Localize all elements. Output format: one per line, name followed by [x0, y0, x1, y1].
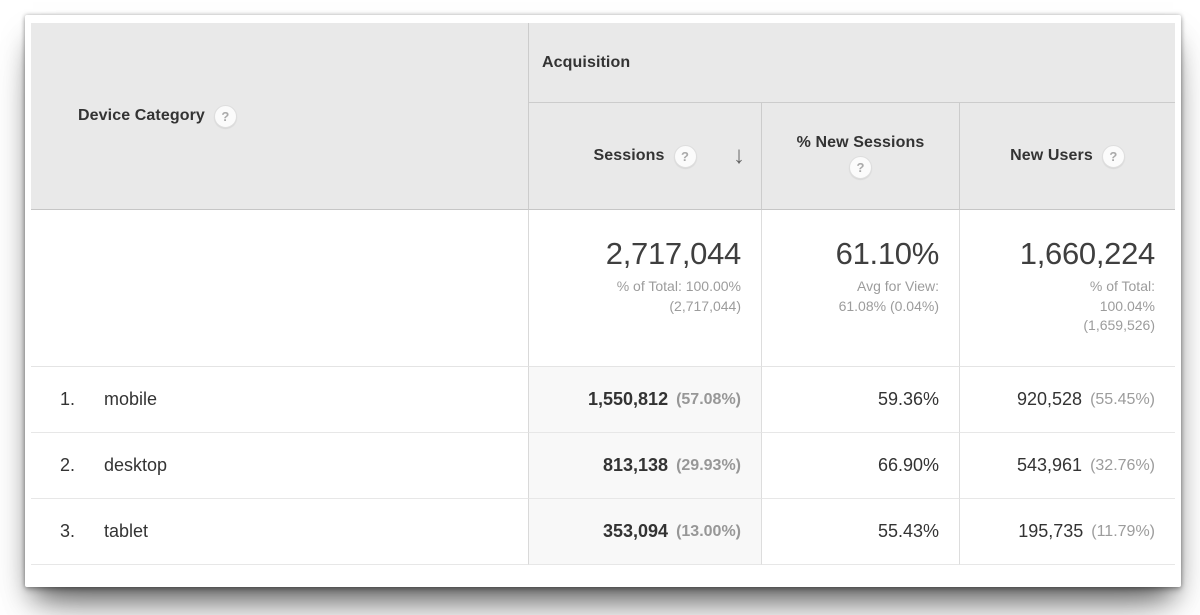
group-header-acquisition: Acquisition — [529, 23, 1175, 103]
sessions-total-subtext: (2,717,044) — [669, 297, 741, 314]
sessions-share: (29.93%) — [676, 456, 741, 474]
new-sessions-total-value: 61.10% — [835, 236, 940, 271]
new-users-header-label[interactable]: New Users — [1010, 147, 1093, 164]
sessions-total-value: 2,717,044 — [605, 236, 742, 271]
column-header-device-category[interactable]: Device Category ? — [31, 23, 529, 210]
new-users-total-subtext: % of Total: — [1089, 278, 1155, 294]
table-row-new-users-cell: 195,735 (11.79%) — [960, 499, 1175, 565]
totals-new-sessions: 61.10% Avg for View: 61.08% (0.04%) — [762, 210, 960, 367]
totals-sessions: 2,717,044 % of Total: 100.00% (2,717,044… — [529, 210, 762, 367]
sessions-total-subtext: % of Total: 100.00% — [616, 278, 741, 294]
totals-row-spacer — [31, 210, 529, 367]
sort-descending-arrow-icon[interactable]: ↓ — [733, 142, 745, 169]
new-users-value: 920,528 — [1017, 389, 1083, 409]
table-row-new-sessions-cell: 66.90% — [762, 433, 960, 499]
sessions-value: 353,094 — [603, 521, 669, 541]
new-sessions-total-subtext: 61.08% (0.04%) — [838, 297, 939, 314]
totals-new-users: 1,660,224 % of Total: 100.04% (1,659,526… — [960, 210, 1175, 367]
device-category-table: Device Category ? Acquisition Sessions ?… — [31, 23, 1175, 565]
table-row-sessions-cell: 813,138 (29.93%) — [529, 433, 762, 499]
row-rank: 1. — [60, 389, 76, 409]
table-row-device-cell: 1. mobile — [31, 367, 529, 433]
column-header-sessions[interactable]: Sessions ? ↓ — [529, 103, 762, 210]
help-icon[interactable]: ? — [1101, 144, 1125, 168]
new-sessions-header-label[interactable]: % New Sessions — [796, 133, 925, 151]
table-row-device-cell: 2. desktop — [31, 433, 529, 499]
sessions-value: 1,550,812 — [588, 389, 669, 409]
new-sessions-value: 59.36% — [877, 389, 939, 409]
acquisition-header-label: Acquisition — [542, 53, 631, 71]
table-row-device-cell: 3. tablet — [31, 499, 529, 565]
new-users-total-subtext: (1,659,526) — [1083, 317, 1155, 334]
table-row-new-users-cell: 543,961 (32.76%) — [960, 433, 1175, 499]
device-label: desktop — [104, 455, 168, 475]
sessions-value: 813,138 — [603, 455, 669, 475]
device-category-header-label: Device Category — [78, 107, 205, 124]
new-sessions-total-subtext: Avg for View: — [857, 278, 939, 294]
column-header-new-users[interactable]: New Users ? — [960, 103, 1175, 210]
table-row-new-sessions-cell: 55.43% — [762, 499, 960, 565]
help-icon[interactable]: ? — [213, 104, 237, 128]
device-label: mobile — [104, 389, 158, 409]
new-users-value: 543,961 — [1017, 455, 1083, 475]
row-rank: 2. — [60, 455, 76, 475]
new-users-share: (32.76%) — [1090, 456, 1155, 474]
sessions-header-label[interactable]: Sessions — [593, 147, 665, 164]
new-users-share: (11.79%) — [1091, 522, 1155, 540]
table-row-new-users-cell: 920,528 (55.45%) — [960, 367, 1175, 433]
help-icon[interactable]: ? — [849, 155, 872, 179]
sessions-share: (13.00%) — [676, 522, 741, 540]
new-sessions-value: 66.90% — [877, 455, 939, 475]
new-users-total-value: 1,660,224 — [1019, 236, 1156, 271]
new-users-share: (55.45%) — [1090, 390, 1155, 408]
device-label: tablet — [104, 521, 149, 541]
table-row-sessions-cell: 353,094 (13.00%) — [529, 499, 762, 565]
table-row-new-sessions-cell: 59.36% — [762, 367, 960, 433]
row-rank: 3. — [60, 521, 76, 541]
sessions-share: (57.08%) — [676, 390, 741, 408]
help-icon[interactable]: ? — [673, 144, 697, 168]
table-row-sessions-cell: 1,550,812 (57.08%) — [529, 367, 762, 433]
analytics-table-card: Device Category ? Acquisition Sessions ?… — [25, 15, 1181, 587]
new-users-value: 195,735 — [1018, 521, 1084, 541]
new-users-total-subtext: 100.04% — [1099, 297, 1155, 314]
new-sessions-value: 55.43% — [877, 521, 939, 541]
column-header-new-sessions[interactable]: % New Sessions ? — [762, 103, 960, 210]
